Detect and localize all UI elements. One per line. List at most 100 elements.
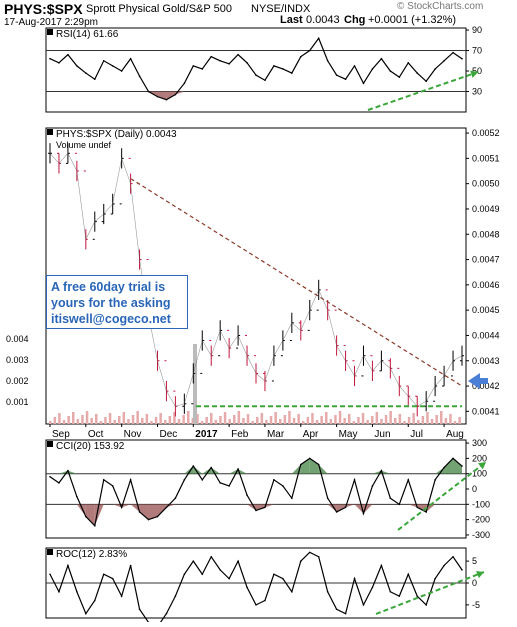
point-2-41 xyxy=(416,507,418,509)
volume-bar-73 xyxy=(385,415,388,424)
xtick-label-10: Jul xyxy=(410,429,423,440)
point-2-15 xyxy=(184,479,186,481)
panel-title-2: CCI(20) 153.92 xyxy=(56,441,125,452)
point-3-13 xyxy=(166,613,168,615)
point-2-28 xyxy=(300,464,302,466)
point-0-33 xyxy=(345,78,347,80)
point-3-18 xyxy=(210,556,212,558)
volume-bar-71 xyxy=(376,412,379,424)
volume-bar-48 xyxy=(270,416,273,424)
volume-bar-45 xyxy=(256,417,259,424)
volume-bar-1 xyxy=(54,417,57,424)
volume-bar-52 xyxy=(288,411,291,424)
volume-bar-77 xyxy=(403,421,406,424)
volume-bar-29 xyxy=(182,415,185,424)
volume-bar-66 xyxy=(353,421,356,424)
volume-bar-10 xyxy=(95,414,98,424)
point-3-15 xyxy=(184,573,186,575)
point-0-11 xyxy=(148,91,150,93)
point-0-24 xyxy=(264,79,266,81)
point-2-42 xyxy=(425,511,427,513)
volume-bar-50 xyxy=(279,419,282,424)
point-2-6 xyxy=(103,479,105,481)
point-0-19 xyxy=(219,60,221,62)
point-3-8 xyxy=(121,595,123,597)
point-3-16 xyxy=(193,560,195,562)
point-2-34 xyxy=(354,479,356,481)
point-2-44 xyxy=(443,467,445,469)
point-0-6 xyxy=(103,60,105,62)
volume-bar-83 xyxy=(431,419,434,424)
point-0-3 xyxy=(76,65,78,67)
point-0-39 xyxy=(399,76,401,78)
xtick-label-6: Mar xyxy=(267,429,285,440)
price-ytick-label-10: 0.0051 xyxy=(472,153,500,163)
volume-bar-39 xyxy=(228,419,231,424)
point-2-14 xyxy=(175,497,177,499)
volume-bar-72 xyxy=(380,419,383,424)
xtick-label-8: May xyxy=(339,429,358,440)
point-3-31 xyxy=(327,591,329,593)
point-3-14 xyxy=(175,595,177,597)
volume-bar-35 xyxy=(210,413,213,424)
point-2-2 xyxy=(67,470,69,472)
point-2-0 xyxy=(49,476,51,478)
volume-bar-61 xyxy=(330,419,333,424)
point-2-9 xyxy=(130,479,132,481)
volume-bar-79 xyxy=(412,413,415,424)
point-2-16 xyxy=(193,465,195,467)
volume-bar-47 xyxy=(265,420,268,424)
volume-bar-42 xyxy=(242,418,245,424)
point-0-20 xyxy=(228,63,230,65)
ytick-label-0-1: 30 xyxy=(472,87,482,97)
point-2-21 xyxy=(237,468,239,470)
point-3-37 xyxy=(381,565,383,567)
point-2-33 xyxy=(345,507,347,509)
fill-lo-2-5 xyxy=(86,504,95,525)
point-3-43 xyxy=(434,578,436,580)
point-3-36 xyxy=(372,587,374,589)
point-2-37 xyxy=(381,470,383,472)
ytick-label-2-2: -100 xyxy=(472,499,490,509)
point-3-7 xyxy=(112,578,114,580)
point-2-11 xyxy=(148,519,150,521)
point-3-4 xyxy=(85,613,87,615)
point-3-40 xyxy=(407,573,409,575)
point-3-19 xyxy=(219,569,221,571)
last-label: Last xyxy=(280,14,303,26)
ytick-label-3-0: -5 xyxy=(472,600,480,610)
point-3-33 xyxy=(345,613,347,615)
point-0-37 xyxy=(381,58,383,60)
panel-marker-1 xyxy=(47,129,53,135)
point-0-29 xyxy=(309,50,311,52)
point-0-12 xyxy=(157,96,159,98)
volume-bar-80 xyxy=(417,420,420,424)
point-3-10 xyxy=(139,608,141,610)
panel-title-0: RSI(14) 61.66 xyxy=(56,29,119,40)
point-0-23 xyxy=(255,74,257,76)
point-2-17 xyxy=(201,479,203,481)
volume-bar-58 xyxy=(316,420,319,424)
point-3-1 xyxy=(58,591,60,593)
volume-bar-67 xyxy=(357,417,360,424)
point-2-4 xyxy=(85,516,87,518)
xtick-label-9: Jun xyxy=(374,429,390,440)
volume-bar-23 xyxy=(155,417,158,424)
volume-bar-14 xyxy=(113,420,116,424)
volume-bar-4 xyxy=(67,416,70,424)
chg-value: +0.0001 (+1.32%) xyxy=(368,14,456,26)
point-3-32 xyxy=(336,608,338,610)
point-3-26 xyxy=(282,578,284,580)
point-0-35 xyxy=(363,83,365,85)
panel-frame-2 xyxy=(46,440,466,538)
volume-bar-51 xyxy=(284,415,287,424)
volume-bar-59 xyxy=(320,416,323,424)
point-2-45 xyxy=(452,458,454,460)
ytick-label-3-1: 0 xyxy=(472,578,477,588)
point-3-20 xyxy=(228,578,230,580)
volume-bar-5 xyxy=(72,412,75,424)
point-3-45 xyxy=(452,556,454,558)
point-3-38 xyxy=(390,591,392,593)
promo-box[interactable]: A free 60day trial is yours for the aski… xyxy=(46,275,188,329)
